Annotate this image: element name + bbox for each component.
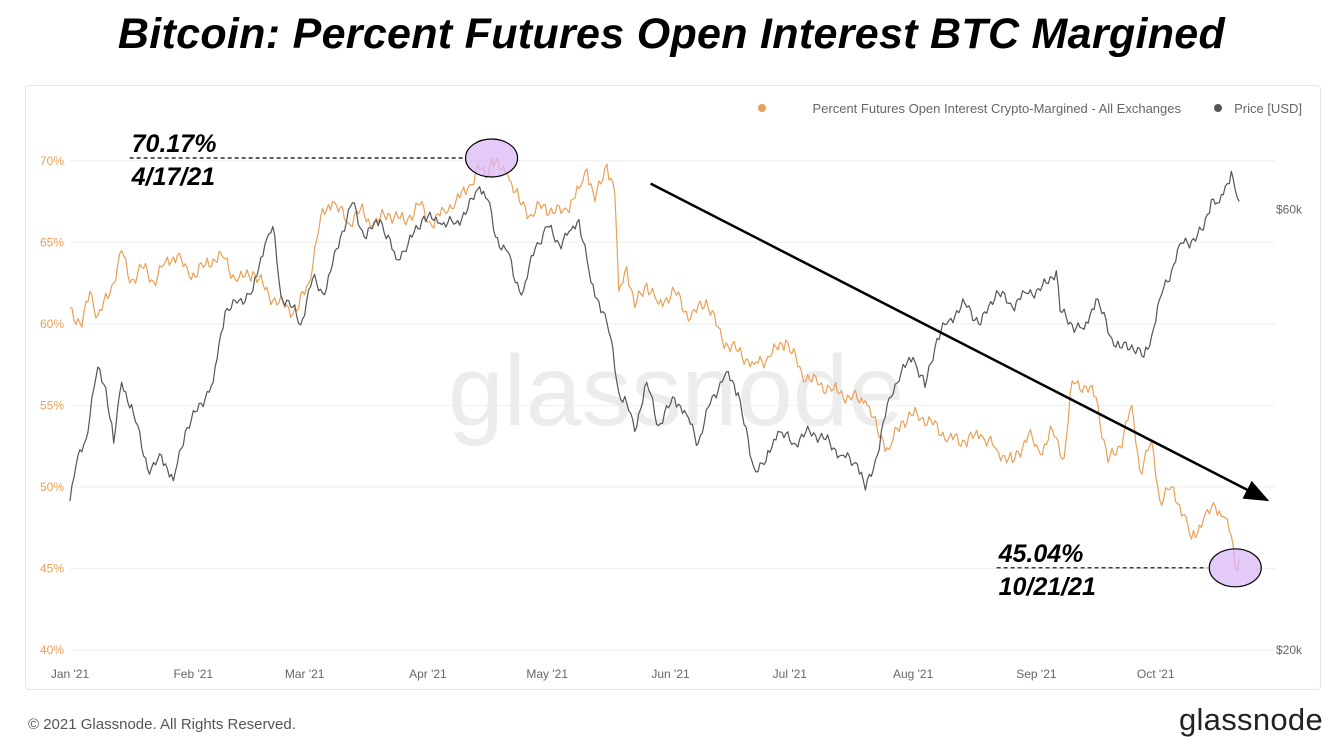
x-tick-label: May '21 [526,667,568,681]
y-left-tick-label: 40% [40,643,64,657]
annotation-date: 10/21/21 [999,573,1096,601]
x-tick-label: Apr '21 [409,667,447,681]
y-left-tick-label: 45% [40,561,64,575]
brand-logo: glassnode [1178,702,1323,737]
chart-svg: glassnode 40% 45% 50% 55% 60% 65% 70% $20k $60k J… [40,101,1303,681]
y-left-tick-label: 50% [40,480,64,494]
x-tick-label: Jun '21 [651,667,690,681]
x-tick-label: Oct '21 [1137,667,1175,681]
page-title: Bitcoin: Percent Futures Open Interest B… [117,10,1226,58]
legend-label-price: Price [USD] [1234,101,1302,116]
trend-arrow [650,182,1270,502]
watermark: glassnode [448,335,904,447]
y-left-tick-label: 65% [40,235,64,249]
annotation-value: 70.17% [132,130,217,158]
x-tick-label: Mar '21 [285,667,325,681]
x-tick-label: Feb '21 [173,667,213,681]
annotation-date: 4/17/21 [131,163,215,191]
y-right-tick-label: $60k [1276,202,1303,216]
y-left-tick-label: 60% [40,317,64,331]
legend-dot-price [1214,104,1222,112]
x-tick-label: Aug '21 [893,667,934,681]
copyright-notice: © 2021 Glassnode. All Rights Reserved. [28,716,296,733]
x-tick-label: Jul '21 [773,667,808,681]
chart-panel [25,85,1321,690]
series-line-percent-oi [69,157,1240,572]
highlight-circle [464,138,519,178]
series-line-price [69,170,1240,502]
y-left-tick-label: 70% [40,154,64,168]
highlight-circle [1208,548,1262,588]
legend-label-percent: Percent Futures Open Interest Crypto-Mar… [812,101,1181,116]
y-left-tick-label: 55% [40,398,64,412]
x-tick-label: Sep '21 [1016,667,1057,681]
legend-dot-percent [758,104,766,112]
y-right-tick-label: $20k [1276,643,1303,657]
annotation-value: 45.04% [998,540,1084,568]
x-tick-label: Jan '21 [51,667,90,681]
